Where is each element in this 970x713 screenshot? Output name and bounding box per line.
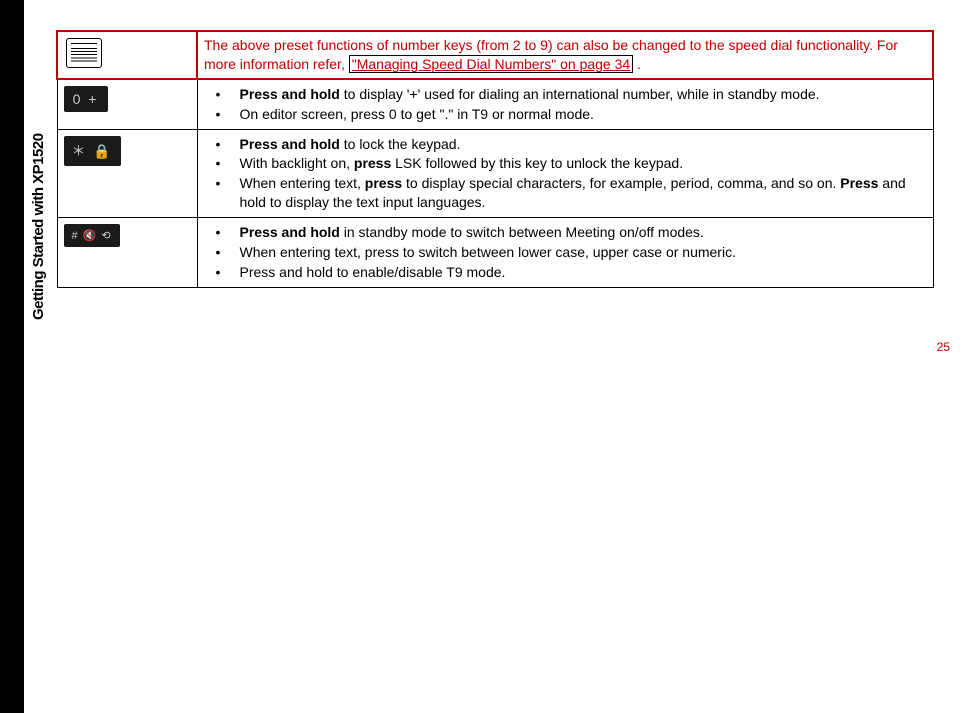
- note-text: The above preset functions of number key…: [204, 37, 898, 73]
- list-item: Press and hold to enable/disable T9 mode…: [204, 263, 927, 282]
- key-icon-cell: 0 +: [57, 79, 197, 129]
- item-rest: to lock the keypad.: [340, 136, 461, 152]
- table-row: # 🔇 ⟲ Press and hold in standby mode to …: [57, 218, 933, 288]
- bold-prefix: Press and hold: [240, 224, 340, 240]
- list-item: With backlight on, press LSK followed by…: [204, 154, 927, 173]
- key-desc-cell: Press and hold to lock the keypad. With …: [197, 129, 933, 218]
- note-icon: [66, 38, 102, 68]
- bullet-list: Press and hold to display '+' used for d…: [204, 85, 927, 124]
- note-link[interactable]: "Managing Speed Dial Numbers" on page 34: [349, 55, 633, 73]
- section-title-vertical: Getting Started with XP1520: [30, 133, 47, 320]
- note-suffix: .: [633, 56, 641, 72]
- page-number: 25: [937, 340, 950, 354]
- bold-prefix: Press and hold: [240, 86, 340, 102]
- key-desc-cell: Press and hold to display '+' used for d…: [197, 79, 933, 129]
- key-hash-icon: # 🔇 ⟲: [64, 224, 120, 247]
- bold-prefix: Press and hold: [240, 136, 340, 152]
- key-star-icon: ＊ 🔒: [64, 136, 121, 166]
- list-item: Press and hold to lock the keypad.: [204, 135, 927, 154]
- item-rest: to display '+' used for dialing an inter…: [340, 86, 820, 102]
- main-content: The above preset functions of number key…: [56, 30, 934, 288]
- key-functions-table: The above preset functions of number key…: [56, 30, 934, 288]
- list-item: When entering text, press to display spe…: [204, 174, 927, 212]
- table-row: ＊ 🔒 Press and hold to lock the keypad. W…: [57, 129, 933, 218]
- list-item: On editor screen, press 0 to get "." in …: [204, 105, 927, 124]
- key-desc-cell: Press and hold in standby mode to switch…: [197, 218, 933, 288]
- note-row: The above preset functions of number key…: [57, 31, 933, 79]
- bullet-list: Press and hold to lock the keypad. With …: [204, 135, 927, 213]
- list-item: Press and hold to display '+' used for d…: [204, 85, 927, 104]
- list-item: Press and hold in standby mode to switch…: [204, 223, 927, 242]
- list-item: When entering text, press to switch betw…: [204, 243, 927, 262]
- key-0-icon: 0 +: [64, 86, 108, 112]
- table-row: 0 + Press and hold to display '+' used f…: [57, 79, 933, 129]
- item-rest: When entering text, press to switch betw…: [240, 244, 736, 260]
- note-icon-cell: [57, 31, 197, 79]
- key-icon-cell: ＊ 🔒: [57, 129, 197, 218]
- bullet-list: Press and hold in standby mode to switch…: [204, 223, 927, 282]
- note-text-cell: The above preset functions of number key…: [197, 31, 933, 79]
- item-rest: in standby mode to switch between Meetin…: [340, 224, 704, 240]
- key-icon-cell: # 🔇 ⟲: [57, 218, 197, 288]
- item-rest: On editor screen, press 0 to get "." in …: [240, 106, 594, 122]
- left-black-bar: [0, 0, 24, 713]
- item-rest: Press and hold to enable/disable T9 mode…: [240, 264, 506, 280]
